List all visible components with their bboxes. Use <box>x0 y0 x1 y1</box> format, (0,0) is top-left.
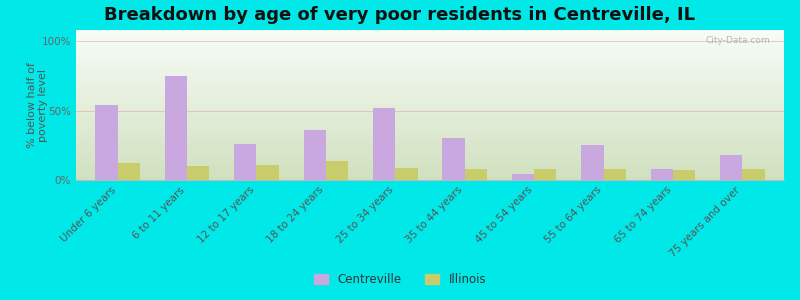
Bar <box>118 163 140 180</box>
Bar <box>582 145 603 180</box>
Bar <box>165 76 187 180</box>
Bar <box>650 169 673 180</box>
Bar <box>95 105 118 180</box>
Bar <box>373 108 395 180</box>
Bar <box>304 130 326 180</box>
Text: City-Data.com: City-Data.com <box>706 36 770 45</box>
Bar <box>603 169 626 180</box>
Bar <box>187 166 210 180</box>
Bar <box>742 169 765 180</box>
Bar <box>720 155 742 180</box>
Bar <box>465 169 487 180</box>
Bar <box>442 138 465 180</box>
Legend: Centreville, Illinois: Centreville, Illinois <box>309 269 491 291</box>
Text: Breakdown by age of very poor residents in Centreville, IL: Breakdown by age of very poor residents … <box>105 6 695 24</box>
Bar <box>673 170 695 180</box>
Bar <box>257 165 278 180</box>
Y-axis label: % below half of
poverty level: % below half of poverty level <box>26 62 48 148</box>
Bar <box>234 144 257 180</box>
Bar <box>395 167 418 180</box>
Bar <box>512 174 534 180</box>
Bar <box>534 169 556 180</box>
Bar <box>326 160 348 180</box>
